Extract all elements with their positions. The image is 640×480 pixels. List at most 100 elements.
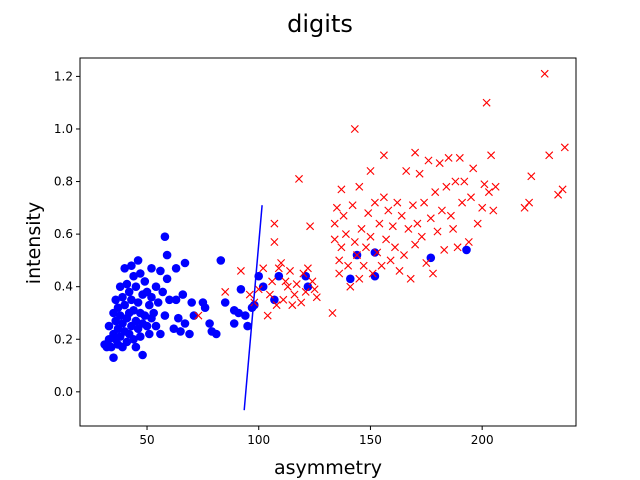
series-1-point-70 xyxy=(171,295,181,305)
series-2-point-84 xyxy=(426,214,435,223)
plot-frame xyxy=(79,57,577,427)
series-2-point-35 xyxy=(332,203,341,212)
series-2-point-7 xyxy=(259,264,268,273)
series-2-point-54 xyxy=(366,167,375,175)
series-2-point-108 xyxy=(487,151,496,160)
series-1-point-55 xyxy=(147,292,156,302)
series-1-point-24 xyxy=(122,279,132,289)
series-2-point-2 xyxy=(221,287,230,296)
series-1-point-30 xyxy=(127,261,136,271)
series-1-point-81 xyxy=(200,303,210,313)
series-2-point-59 xyxy=(375,219,384,228)
series-2-point-109 xyxy=(489,206,498,215)
series-1-point-67 xyxy=(162,274,172,284)
series-2-point-65 xyxy=(386,256,395,265)
series-1-point-64 xyxy=(160,232,170,241)
series-2-point-39 xyxy=(337,243,346,252)
series-2-point-27 xyxy=(303,264,312,273)
series-2-point-106 xyxy=(482,98,491,107)
series-1-point-8 xyxy=(109,353,118,363)
y-tick-label: 1.0 xyxy=(54,122,73,136)
series-1-point-71 xyxy=(171,264,181,273)
series-1-point-100 xyxy=(303,282,313,292)
series-2-point-22 xyxy=(292,280,301,289)
series-2-point-61 xyxy=(379,151,388,160)
series-1-point-18 xyxy=(118,292,127,302)
series-2-point-9 xyxy=(265,290,274,299)
series-2-point-113 xyxy=(527,172,536,181)
series-1-point-53 xyxy=(145,329,154,339)
series-2-point-43 xyxy=(346,282,355,291)
series-2-point-34 xyxy=(330,235,339,244)
series-2-point-15 xyxy=(277,259,286,267)
series-2-point-91 xyxy=(442,182,451,191)
x-tick-label: 200 xyxy=(471,433,494,447)
series-1-point-4 xyxy=(104,321,114,331)
series-2-point-46 xyxy=(350,125,359,133)
series-2-point-104 xyxy=(478,203,487,212)
series-1-point-78 xyxy=(187,298,196,307)
series-2-point-97 xyxy=(455,153,464,162)
series-2-point-29 xyxy=(308,277,317,286)
series-2-point-107 xyxy=(484,188,493,197)
series-1-point-90 xyxy=(236,285,246,294)
series-2-point-4 xyxy=(245,290,254,299)
chart-title: digits xyxy=(287,10,353,38)
series-2-point-115 xyxy=(545,151,554,160)
series-2-point-24 xyxy=(297,298,306,307)
series-1-point-63 xyxy=(158,287,167,297)
series-2-point-83 xyxy=(424,156,433,165)
series-2-point-1 xyxy=(194,311,203,320)
series-1-point-33 xyxy=(129,271,138,281)
plot-marks xyxy=(100,69,569,411)
series-2-point-72 xyxy=(402,167,411,175)
series-1-point-82 xyxy=(205,319,214,328)
series-2-point-96 xyxy=(453,243,462,252)
series-2-point-71 xyxy=(400,251,408,260)
series-2-point-44 xyxy=(348,201,357,210)
series-1-point-65 xyxy=(160,311,170,320)
series-2-point-89 xyxy=(437,206,446,215)
x-tick-label: 100 xyxy=(247,433,270,447)
series-2-point-110 xyxy=(491,182,500,191)
series-1-point-49 xyxy=(140,311,150,320)
series-2-point-45 xyxy=(350,238,359,246)
series-2-point-118 xyxy=(560,143,569,152)
series-1-point-36 xyxy=(131,282,141,292)
series-1-point-98 xyxy=(274,271,284,281)
series-2-point-63 xyxy=(382,235,391,244)
series-1-point-61 xyxy=(156,266,165,276)
series-2-point-90 xyxy=(440,245,449,254)
series-1-point-96 xyxy=(258,282,268,292)
series-1-point-84 xyxy=(212,329,221,339)
series-2-point-58 xyxy=(373,248,382,257)
series-2-point-52 xyxy=(362,243,370,252)
series-1-point-26 xyxy=(122,337,132,347)
series-1-point-31 xyxy=(127,295,136,305)
series-2-point-64 xyxy=(384,206,393,215)
y-tick-label: 0.6 xyxy=(54,227,73,241)
y-tick-label: 0.8 xyxy=(54,175,73,189)
decision-boundary-line xyxy=(243,205,263,411)
series-2-point-17 xyxy=(281,277,290,286)
series-2-point-77 xyxy=(411,240,420,249)
series-2-point-68 xyxy=(393,198,402,207)
series-1-point-59 xyxy=(151,321,161,331)
series-1-point-16 xyxy=(115,311,125,320)
series-2-point-41 xyxy=(341,230,350,239)
series-1-point-21 xyxy=(120,264,129,273)
series-2-point-78 xyxy=(413,219,422,228)
series-1-point-69 xyxy=(169,324,179,334)
series-2-point-6 xyxy=(254,285,263,294)
series-1-point-39 xyxy=(133,256,143,265)
series-2-point-85 xyxy=(429,269,437,278)
series-1-point-106 xyxy=(462,245,471,255)
series-2-point-21 xyxy=(290,290,299,299)
series-1-point-66 xyxy=(162,250,172,260)
series-1-point-73 xyxy=(176,327,185,336)
series-1-point-79 xyxy=(189,311,199,320)
series-2-point-13 xyxy=(272,301,281,310)
series-2-point-23 xyxy=(295,174,303,183)
series-1-point-12 xyxy=(113,303,123,313)
